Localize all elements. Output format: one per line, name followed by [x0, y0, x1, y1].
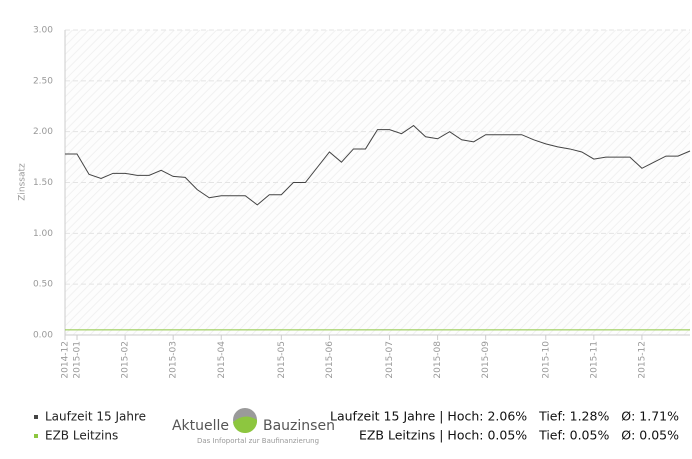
y-tick-label: 2.50: [33, 76, 53, 86]
legend-label: Laufzeit 15 Jahre: [45, 410, 146, 424]
logo-tagline: Das Infoportal zur Baufinanzierung: [197, 437, 319, 445]
series-line: [65, 124, 691, 206]
y-tick-label: 1.00: [33, 229, 53, 239]
x-tick-label: 2015-11: [589, 341, 599, 379]
x-tick-label: 2015-12: [637, 341, 647, 379]
logo: Aktuelle Bauzinsen Das Infoportal zur Ba…: [172, 408, 335, 445]
x-tick-label: 2015-08: [433, 341, 443, 379]
x-tick-label: 2015-03: [169, 341, 179, 379]
legend-swatch: [34, 434, 38, 438]
legend-label: EZB Leitzins: [45, 429, 118, 443]
x-tick-label: 2015-02: [121, 341, 131, 379]
logo-left: Aktuelle: [172, 418, 229, 434]
x-tick-label: 2014-12: [61, 341, 71, 379]
y-tick-label: 3.00: [33, 26, 53, 36]
logo-right: Bauzinsen: [263, 418, 335, 434]
stats-row: EZB Leitzins | Hoch: 0.05% Tief: 0.05% Ø…: [359, 428, 679, 443]
x-tick-label: 2015-06: [325, 341, 335, 379]
x-tick-label: 2015-01: [73, 341, 83, 379]
logo-icon-leaf: [233, 416, 258, 434]
legend-swatch: [34, 415, 38, 419]
y-tick-label: 0.50: [33, 280, 53, 290]
x-tick-label: 2015-09: [481, 341, 491, 379]
y-axis-label: Zinssatz: [18, 163, 28, 201]
stats-row: Laufzeit 15 Jahre | Hoch: 2.06% Tief: 1.…: [330, 409, 679, 424]
x-tick-label: 2015-10: [541, 341, 551, 379]
x-tick-label: 2015-04: [217, 341, 227, 379]
x-tick-label: 2015-05: [277, 341, 287, 379]
x-tick-label: 2015-07: [385, 341, 395, 379]
y-tick-label: 2.00: [33, 127, 53, 137]
y-tick-label: 1.50: [33, 178, 53, 188]
y-tick-label: 0.00: [33, 331, 53, 341]
